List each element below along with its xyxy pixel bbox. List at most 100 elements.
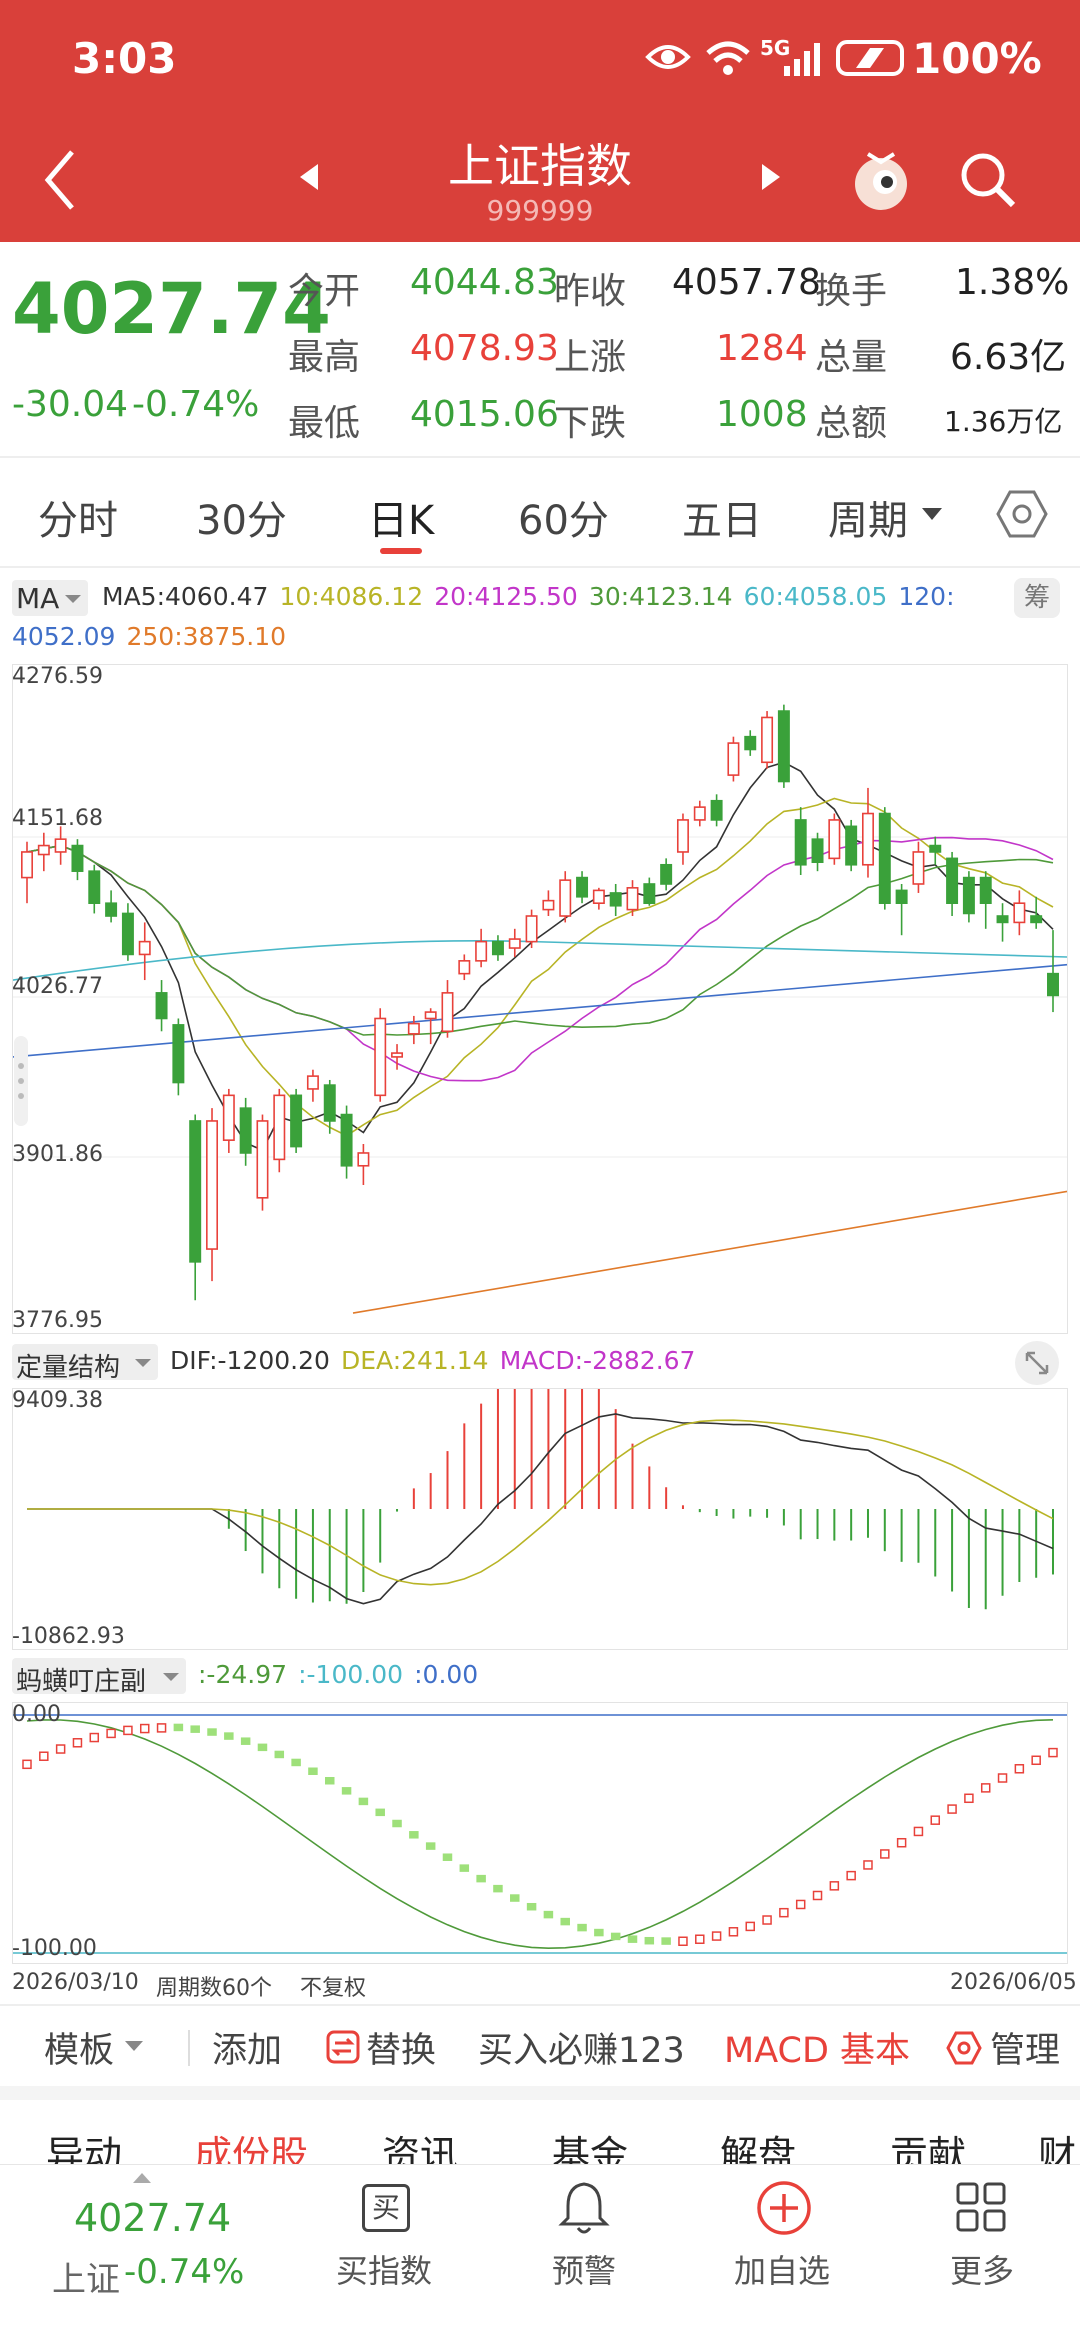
tab-five-day[interactable]: 五日	[682, 498, 762, 544]
manage-button[interactable]: 管理	[990, 2031, 1061, 2071]
candle-body	[744, 735, 757, 751]
mascot-icon[interactable]	[850, 144, 912, 214]
alert-label[interactable]: 预警	[552, 2252, 617, 2290]
buy-win-button[interactable]: 买入必赚123	[478, 2031, 685, 2071]
tab-period[interactable]: 周期	[828, 498, 908, 544]
candle-body	[979, 876, 992, 904]
marker-point	[779, 1907, 789, 1918]
marker-point	[459, 1864, 470, 1872]
marker-point	[627, 1935, 638, 1943]
marker-point	[711, 1931, 722, 1941]
marker-point	[594, 1928, 604, 1937]
network-label: 5G	[760, 36, 791, 60]
marker-point	[493, 1884, 503, 1893]
macd-svg	[27, 1351, 1054, 1610]
third-chart[interactable]	[12, 1702, 1068, 1964]
marker-point	[863, 1860, 873, 1870]
marker-point	[123, 1725, 133, 1736]
ma60-line	[12, 940, 1068, 981]
candle-body	[895, 889, 908, 904]
marker-point	[795, 1899, 806, 1910]
bottom-price[interactable]: 4027.74	[74, 2196, 232, 2240]
tab-daily-k[interactable]: 日K	[368, 498, 435, 544]
drag-handle[interactable]	[14, 1036, 28, 1126]
tab-60min[interactable]: 60分	[518, 498, 609, 544]
candle-body	[256, 1120, 269, 1199]
candle-body	[407, 1022, 420, 1035]
buy-index-label[interactable]: 买指数	[336, 2252, 433, 2290]
marker-point	[291, 1758, 301, 1767]
marker-point	[106, 1728, 116, 1739]
bottom-index-pct: -0.74%	[124, 2252, 245, 2292]
candle-body	[374, 1017, 387, 1097]
marker-point	[173, 1723, 184, 1732]
third-indicator-selector[interactable]: 蚂蟥叮庄副	[12, 1658, 186, 1697]
buy-index-icon[interactable]: 买	[362, 2184, 410, 2232]
settings-hex-icon[interactable]	[996, 488, 1048, 540]
value-high: 4078.93	[410, 328, 559, 369]
prev-stock-icon[interactable]	[298, 162, 322, 192]
candle-body	[491, 940, 504, 956]
chip-distribution-button[interactable]: 筹	[1014, 578, 1060, 618]
add-watchlist-label[interactable]: 加自选	[734, 2252, 831, 2290]
marker-point	[610, 1932, 621, 1941]
macd-chart[interactable]	[12, 1351, 1068, 1650]
dropdown-icon	[163, 1673, 179, 1681]
search-icon[interactable]	[958, 150, 1018, 210]
add-watchlist-icon[interactable]	[756, 2180, 812, 2236]
ma120-line	[12, 963, 1068, 1058]
candle-body	[475, 940, 488, 962]
third-axis-bottom: -100.00	[12, 1936, 97, 1961]
marker-point	[392, 1819, 402, 1828]
candle-body	[777, 710, 790, 783]
replace-button[interactable]: 替换	[366, 2031, 437, 2071]
bottom-index-name: 上证	[52, 2260, 120, 2300]
oscillator-line	[26, 1719, 1054, 1950]
template-button[interactable]: 模板	[44, 2031, 115, 2071]
ma-selector[interactable]: MA	[12, 580, 88, 616]
macd-basic-button[interactable]: MACD 基本	[724, 2031, 911, 2071]
current-price: 4027.74	[12, 268, 331, 350]
candle-body	[727, 742, 740, 776]
section-gap	[0, 2086, 1080, 2100]
candle-body	[21, 851, 33, 879]
bell-icon[interactable]	[558, 2180, 610, 2236]
marker-point	[644, 1936, 655, 1945]
candle-body	[794, 819, 807, 866]
start-date: 2026/03/10	[12, 1970, 139, 1995]
ma20-value: 20:4125.50	[434, 582, 578, 611]
indicator-selector[interactable]: 定量结构	[12, 1344, 158, 1383]
grid-more-icon[interactable]	[956, 2182, 1006, 2232]
back-icon[interactable]	[42, 148, 78, 212]
label-high: 最高	[288, 337, 361, 378]
third-v2: :-100.00	[298, 1660, 404, 1689]
tab-30min[interactable]: 30分	[196, 498, 287, 544]
expand-icon[interactable]	[1014, 1340, 1060, 1386]
value-turnover: 1.38%	[955, 262, 1070, 303]
period-dropdown-icon[interactable]	[920, 506, 944, 522]
next-stock-icon[interactable]	[758, 162, 782, 192]
battery-level: 100%	[912, 34, 1042, 83]
kline-chart[interactable]	[12, 664, 1068, 1334]
marker-point	[89, 1732, 100, 1743]
more-label[interactable]: 更多	[950, 2252, 1015, 2290]
marker-point	[913, 1826, 924, 1837]
tab-intraday[interactable]: 分时	[38, 498, 118, 544]
status-time: 3:03	[72, 34, 177, 83]
candle-body	[1013, 902, 1026, 924]
swap-icon[interactable]	[326, 2030, 360, 2064]
label-turnover: 换手	[815, 271, 888, 312]
macd-axis-bottom: -10862.93	[12, 1624, 125, 1649]
label-volume: 总量	[815, 337, 888, 378]
add-button[interactable]: 添加	[212, 2031, 283, 2071]
ma-legend-line2: 4052.09 250:3875.10	[12, 622, 292, 651]
collapse-icon[interactable]	[132, 2172, 152, 2184]
third-v1: :-24.97	[198, 1660, 288, 1689]
candle-body	[105, 902, 118, 917]
marker-point	[896, 1837, 907, 1848]
label-open: 今开	[288, 271, 361, 312]
manage-icon[interactable]	[946, 2030, 982, 2066]
divider	[0, 456, 1080, 458]
candle-body	[1047, 972, 1059, 997]
candle-body	[676, 819, 689, 853]
